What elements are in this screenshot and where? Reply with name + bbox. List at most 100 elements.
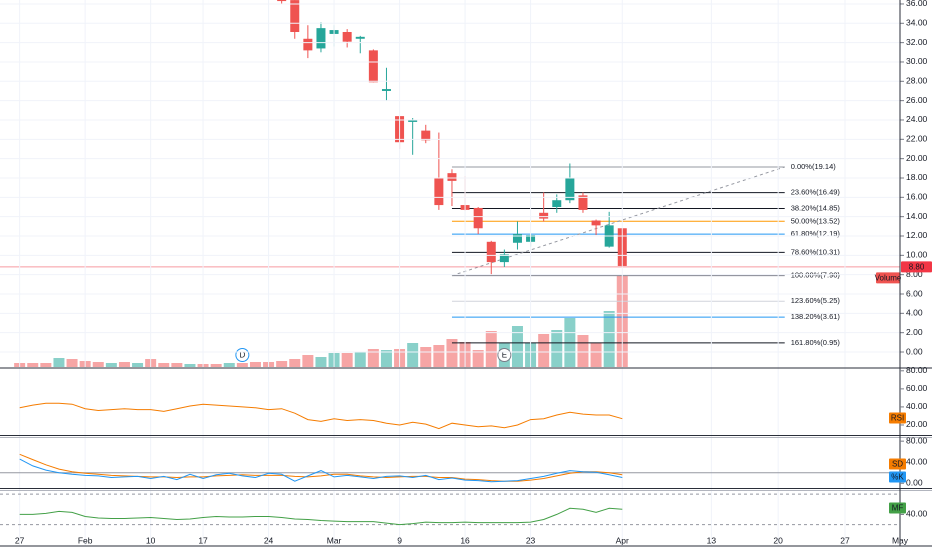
candle-body (303, 38, 313, 51)
fib-level-label: 38.20%(14.85) (791, 203, 841, 212)
x-tick-label: 13 (707, 535, 717, 545)
fib-level-label: 50.00%(13.52) (791, 216, 841, 225)
volume-bar (276, 361, 288, 367)
last-price-label: 8.80 (909, 263, 925, 272)
volume-bar (341, 353, 353, 367)
y-tick-label: 80.00 (906, 435, 928, 445)
y-tick-label: 20.00 (906, 153, 928, 163)
y-tick-label: 2.00 (906, 327, 923, 337)
volume-bar (302, 355, 314, 367)
fib-level-label: 123.60%(5.25) (791, 296, 841, 305)
y-tick-label: 26.00 (906, 95, 928, 105)
volume-bar (511, 326, 523, 367)
y-tick-label: 0.00 (906, 346, 923, 356)
candle-body (355, 36, 365, 39)
y-tick-label: 80.00 (906, 365, 928, 375)
volume-bar (380, 350, 392, 367)
y-tick-label: 12.00 (906, 230, 928, 240)
candle-body (277, 0, 287, 2)
y-tick-label: 30.00 (906, 56, 928, 66)
volume-bar (118, 362, 130, 367)
volume-bar (92, 362, 104, 367)
last-price-label-box (901, 261, 932, 273)
x-tick-label: 16 (460, 535, 470, 545)
volume-bar (551, 330, 563, 367)
candle-body (486, 241, 496, 263)
y-tick-label: 32.00 (906, 37, 928, 47)
candle-body (421, 130, 431, 141)
volume-bar (367, 349, 379, 367)
candle-body (381, 89, 391, 91)
volume-bar (472, 350, 484, 367)
y-tick-label: 40.00 (906, 401, 928, 411)
volume-bar (538, 334, 550, 367)
volume-bar (236, 363, 248, 367)
fib-level-label: 61.80%(12.19) (791, 229, 841, 238)
fib-trend-line (451, 166, 785, 277)
volume-label: Volume (875, 274, 902, 283)
fib-level-label: 161.80%(0.95) (791, 338, 841, 347)
y-tick-label: 22.00 (906, 134, 928, 144)
y-tick-label: 14.00 (906, 211, 928, 221)
x-tick-label: 27 (15, 535, 25, 545)
y-tick-label: 20.00 (906, 419, 928, 429)
volume-bar (577, 335, 589, 367)
fib-level-label: 0.00%(19.14) (791, 162, 837, 171)
candle-body (447, 173, 457, 181)
indicator-name: RSI (891, 414, 904, 423)
indicator-name: SD (892, 460, 903, 469)
volume-bar (53, 358, 65, 367)
candle-body (578, 195, 588, 210)
x-tick-label: Mar (327, 535, 342, 545)
y-tick-label: 10.00 (906, 250, 928, 260)
x-tick-label: 20 (773, 535, 783, 545)
indicator-name-box (889, 502, 906, 514)
candle-body (342, 32, 352, 42)
y-tick-label: 40.00 (906, 509, 928, 519)
volume-bar (433, 345, 445, 367)
candle-body (591, 220, 601, 226)
x-tick-label: Feb (78, 535, 93, 545)
volume-bar (590, 343, 602, 367)
candle-body (290, 0, 300, 33)
y-tick-label: 40.00 (906, 456, 928, 466)
candle-body (552, 200, 562, 207)
x-tick-label: 10 (146, 535, 156, 545)
candle-body (473, 207, 483, 229)
indicator-line (19, 458, 623, 483)
volume-bar (420, 347, 432, 367)
x-tick-label: 23 (526, 535, 536, 545)
volume-bar (27, 363, 39, 367)
y-tick-label: 6.00 (906, 288, 923, 298)
x-tick-label: Apr (616, 535, 629, 545)
y-tick-label: 8.00 (906, 269, 923, 279)
indicator-line (19, 507, 623, 526)
indicator-name: %K (891, 473, 904, 482)
volume-label-box (876, 272, 900, 284)
y-tick-label: 16.00 (906, 192, 928, 202)
candle-body (499, 254, 509, 263)
candle-body (539, 212, 549, 219)
indicator-line (19, 453, 623, 482)
volume-bar (249, 362, 261, 367)
y-tick-label: 34.00 (906, 18, 928, 28)
volume-bar (66, 359, 78, 367)
volume-bar (407, 343, 419, 367)
candle-body (408, 119, 418, 122)
volume-bar (603, 311, 615, 367)
y-tick-label: 0.00 (906, 478, 923, 488)
event-label: E (502, 351, 507, 360)
volume-bar (184, 364, 196, 367)
volume-bar (354, 352, 366, 367)
volume-bar (210, 364, 222, 367)
fib-level-label: 78.60%(10.31) (791, 247, 841, 256)
indicator-name-box (889, 412, 906, 424)
volume-bar (315, 357, 327, 367)
volume-bar (171, 363, 183, 367)
y-tick-label: 4.00 (906, 308, 923, 318)
candle-body (368, 50, 378, 83)
candle-body (565, 177, 575, 201)
fib-level-label: 138.20%(3.61) (791, 312, 841, 321)
candle-body (316, 28, 326, 49)
